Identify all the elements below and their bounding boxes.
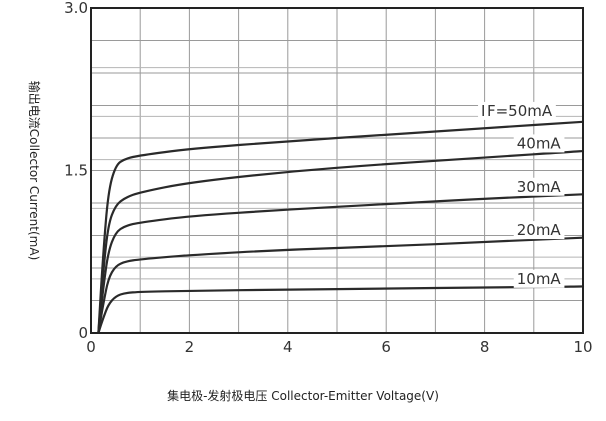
x-axis-ticks: 0 2 4 6 8 10 xyxy=(86,338,592,356)
series-line xyxy=(97,120,585,334)
curve-label-background xyxy=(513,269,565,288)
y-tick-label: 0 xyxy=(78,324,88,342)
curve-label: I F=50mA xyxy=(481,102,553,120)
y-axis-label: 输出电流Collector Current(mA) xyxy=(27,81,42,261)
series-line xyxy=(97,236,585,334)
x-tick-label: 10 xyxy=(573,338,592,356)
y-tick-label: 1.5 xyxy=(64,162,88,180)
curve-label-background xyxy=(513,177,565,196)
grid xyxy=(90,7,584,334)
x-tick-label: 2 xyxy=(185,338,195,356)
y-tick-label: 3.0 xyxy=(64,0,88,17)
plot-border xyxy=(90,7,584,334)
x-axis-label: 集电极-发射极电压 Collector-Emitter Voltage(V) xyxy=(167,388,439,403)
y-axis-ticks: 0 1.5 3.0 xyxy=(64,0,88,342)
curve-label-background xyxy=(513,134,565,153)
series-curves xyxy=(97,120,585,334)
curve-labels: 10mA 20mA 30mA 40mA I F=50mA xyxy=(478,101,565,288)
x-tick-label: 0 xyxy=(86,338,96,356)
x-tick-label: 8 xyxy=(480,338,490,356)
x-tick-label: 6 xyxy=(381,338,391,356)
series-line xyxy=(97,149,585,334)
curve-label-background xyxy=(478,101,556,120)
curve-label: 40mA xyxy=(517,134,562,152)
plot-frame xyxy=(90,7,584,334)
curve-label: 30mA xyxy=(517,178,562,196)
curve-label-background xyxy=(513,221,565,240)
series-line xyxy=(97,285,585,334)
curve-label: 10mA xyxy=(517,270,562,288)
curve-label: 20mA xyxy=(517,221,562,239)
series-line xyxy=(97,193,584,334)
x-tick-label: 4 xyxy=(283,338,293,356)
